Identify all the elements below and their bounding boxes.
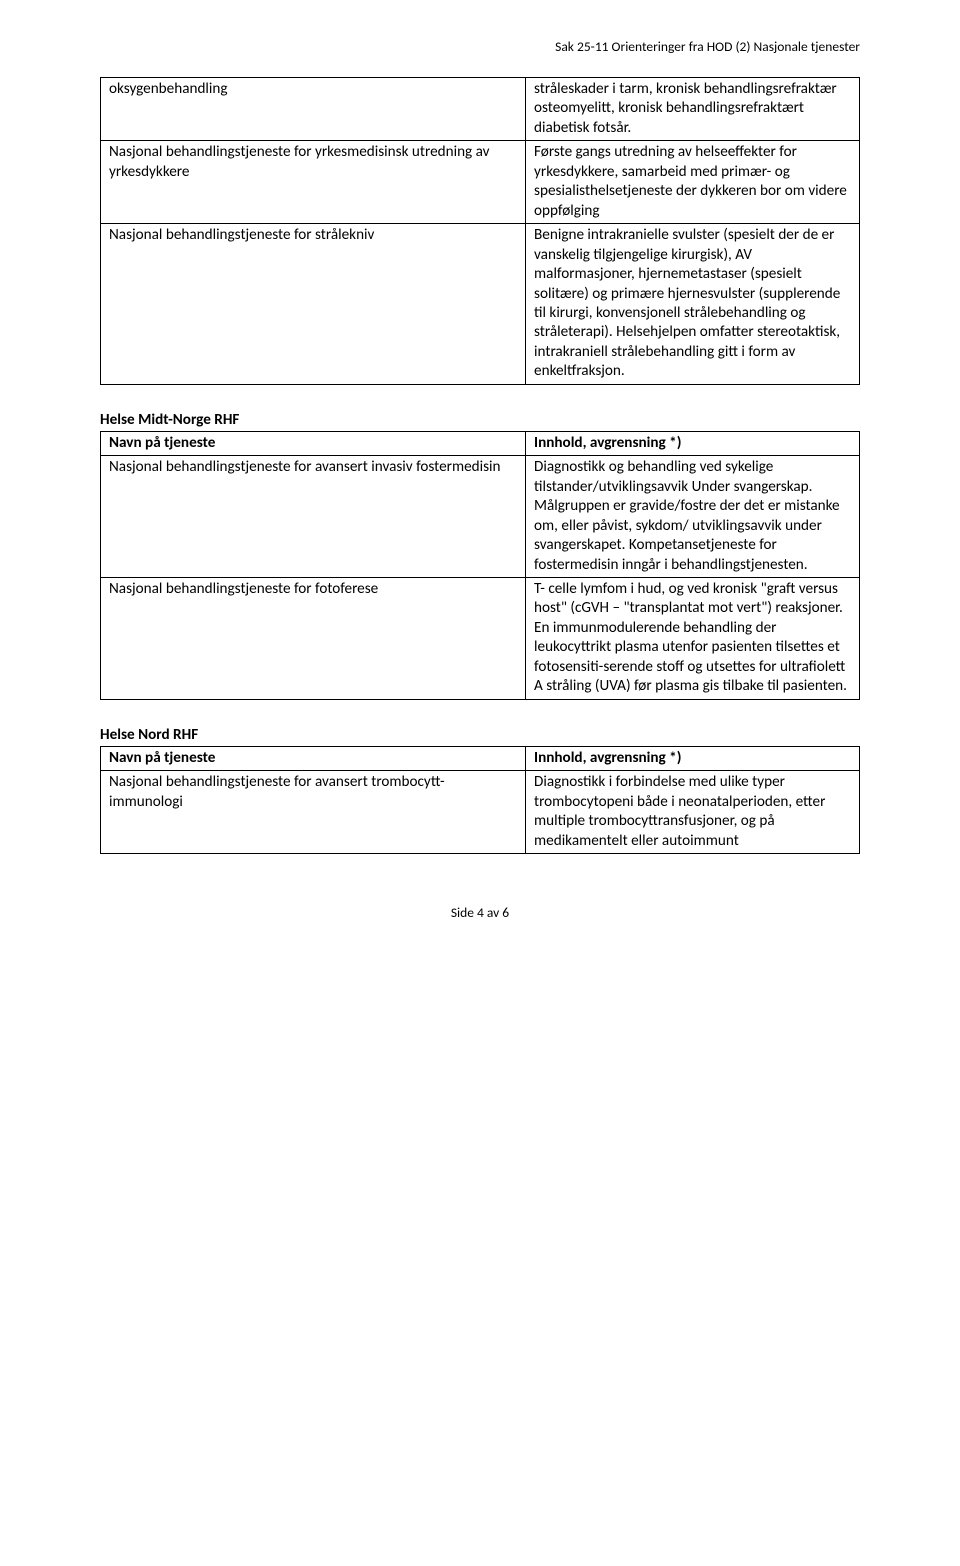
- table-row: Nasjonal behandlingstjeneste for yrkesme…: [101, 141, 860, 224]
- cell-service-desc: Benigne intrakranielle svulster (spesiel…: [526, 224, 860, 385]
- table-row: oksygenbehandling stråleskader i tarm, k…: [101, 78, 860, 141]
- section-heading-nord: Helse Nord RHF: [100, 726, 860, 744]
- table-services-3: Navn på tjeneste Innhold, avgrensning *)…: [100, 746, 860, 854]
- cell-service-name: Nasjonal behandlingstjeneste for yrkesme…: [101, 141, 526, 224]
- section-heading-midt-norge: Helse Midt-Norge RHF: [100, 411, 860, 429]
- column-header-name: Navn på tjeneste: [101, 431, 526, 455]
- table-header-row: Navn på tjeneste Innhold, avgrensning *): [101, 746, 860, 770]
- table-row: Nasjonal behandlingstjeneste for fotofer…: [101, 577, 860, 699]
- table-services-2: Navn på tjeneste Innhold, avgrensning *)…: [100, 431, 860, 700]
- column-header-content: Innhold, avgrensning *): [526, 746, 860, 770]
- cell-service-desc: stråleskader i tarm, kronisk behandlings…: [526, 78, 860, 141]
- table-row: Nasjonal behandlingstjeneste for strålek…: [101, 224, 860, 385]
- cell-service-name: oksygenbehandling: [101, 78, 526, 141]
- table-header-row: Navn på tjeneste Innhold, avgrensning *): [101, 431, 860, 455]
- cell-service-desc: Diagnostikk og behandling ved sykelige t…: [526, 456, 860, 578]
- table-row: Nasjonal behandlingstjeneste for avanser…: [101, 456, 860, 578]
- column-header-name: Navn på tjeneste: [101, 746, 526, 770]
- cell-service-desc: Første gangs utredning av helseeffekter …: [526, 141, 860, 224]
- document-page: Sak 25-11 Orienteringer fra HOD (2) Nasj…: [0, 0, 960, 961]
- table-services-1: oksygenbehandling stråleskader i tarm, k…: [100, 77, 860, 385]
- cell-service-desc: T- celle lymfom i hud, og ved kronisk "g…: [526, 577, 860, 699]
- cell-service-name: Nasjonal behandlingstjeneste for avanser…: [101, 456, 526, 578]
- cell-service-name: Nasjonal behandlingstjeneste for avanser…: [101, 771, 526, 854]
- cell-service-name: Nasjonal behandlingstjeneste for fotofer…: [101, 577, 526, 699]
- cell-service-name: Nasjonal behandlingstjeneste for strålek…: [101, 224, 526, 385]
- page-footer: Side 4 av 6: [100, 904, 860, 921]
- cell-service-desc: Diagnostikk i forbindelse med ulike type…: [526, 771, 860, 854]
- column-header-content: Innhold, avgrensning *): [526, 431, 860, 455]
- table-row: Nasjonal behandlingstjeneste for avanser…: [101, 771, 860, 854]
- page-header: Sak 25-11 Orienteringer fra HOD (2) Nasj…: [100, 38, 860, 55]
